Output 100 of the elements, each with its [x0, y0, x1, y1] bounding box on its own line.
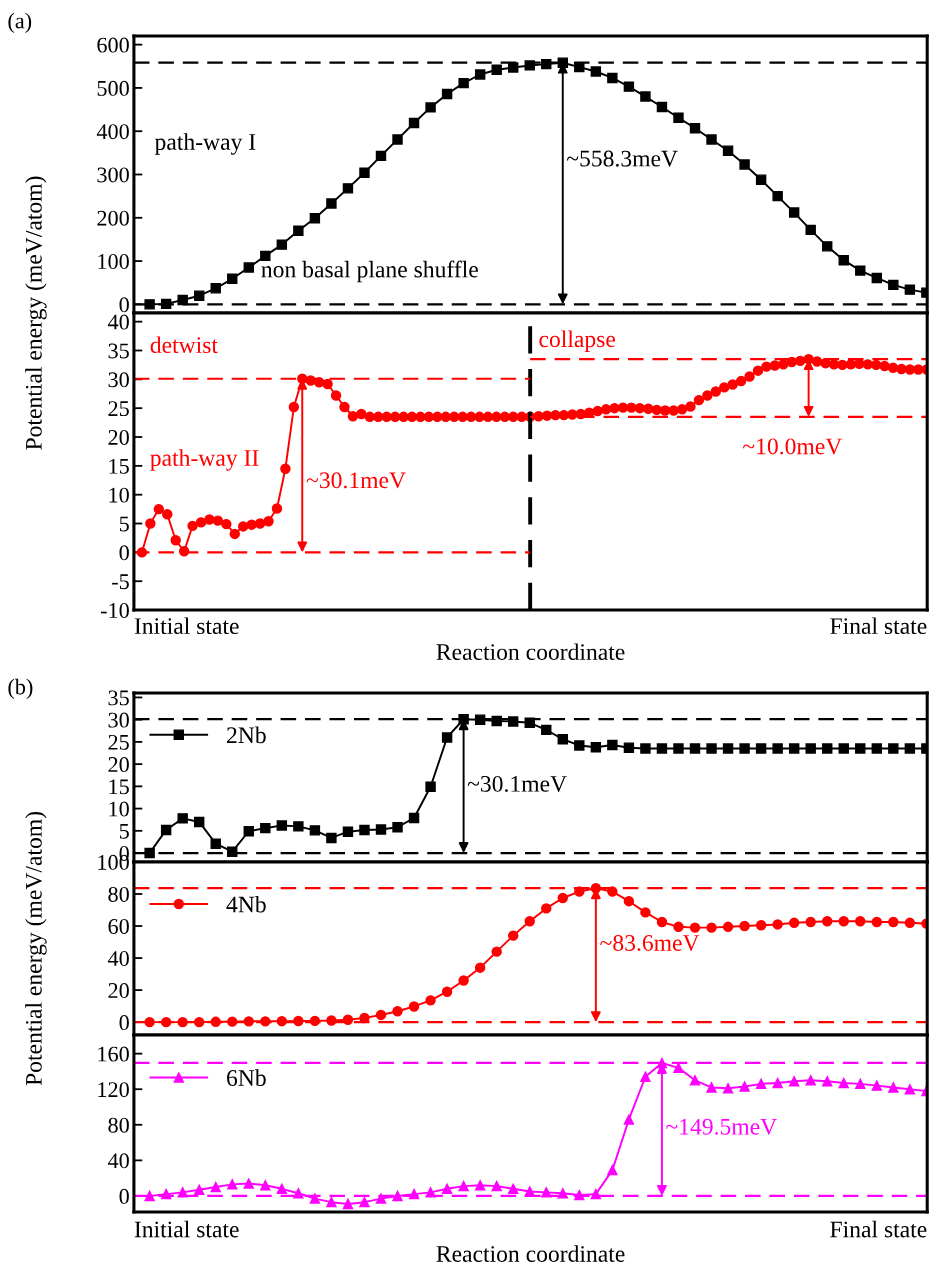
point	[689, 1075, 701, 1086]
point	[673, 743, 684, 754]
point	[607, 1164, 618, 1176]
point	[623, 742, 635, 753]
point	[706, 922, 717, 933]
y-tick-label: 25	[108, 401, 129, 417]
point	[276, 820, 288, 831]
point	[491, 715, 502, 727]
point	[491, 1180, 502, 1192]
y-tick-label: 15	[109, 458, 129, 474]
point	[623, 1114, 635, 1125]
point	[276, 1183, 288, 1195]
point	[838, 743, 849, 754]
point	[425, 1187, 436, 1198]
point	[508, 930, 519, 941]
point	[590, 742, 602, 753]
point	[722, 145, 734, 156]
point	[144, 1190, 155, 1202]
annotation: ~149.5meV	[666, 1118, 777, 1135]
point	[788, 1076, 800, 1087]
point	[755, 1078, 767, 1090]
y-tick-label: 30	[108, 712, 129, 728]
point	[722, 921, 734, 933]
point	[441, 1183, 453, 1195]
point	[557, 734, 569, 745]
point	[260, 822, 271, 834]
point	[425, 781, 436, 793]
point	[623, 895, 635, 907]
y-tick-label: 300	[97, 167, 129, 183]
y-tick-label: 40	[107, 314, 129, 330]
point	[871, 1080, 883, 1091]
point	[855, 916, 866, 927]
y-tick-label: 20	[108, 757, 129, 773]
point	[640, 907, 651, 918]
point	[491, 64, 502, 75]
point	[193, 290, 205, 301]
point	[491, 946, 502, 957]
y-tick-label: 100	[98, 253, 129, 269]
point	[458, 77, 469, 89]
y-tick-label: 10	[109, 487, 129, 503]
point	[342, 183, 354, 194]
point	[706, 134, 717, 145]
text: Initial state	[134, 617, 239, 635]
point	[805, 1075, 816, 1086]
point	[177, 294, 188, 306]
point	[855, 1078, 866, 1090]
y-tick-label: 20	[108, 429, 129, 445]
point	[227, 273, 238, 285]
point	[788, 207, 800, 218]
point	[177, 1187, 188, 1198]
point	[656, 916, 668, 928]
y-tick-label: 500	[97, 80, 129, 96]
point	[375, 1193, 387, 1204]
point	[425, 102, 436, 113]
chart-title: (b)	[8, 678, 33, 699]
point	[293, 1015, 304, 1027]
point	[640, 1071, 651, 1082]
annotation: collapse	[539, 330, 616, 352]
annotation: ~558.3meV	[566, 150, 678, 167]
point	[474, 69, 486, 80]
point	[888, 279, 899, 291]
y-tick-label: 120	[98, 1082, 129, 1098]
y-tick-label: 5	[119, 823, 129, 839]
point	[243, 1178, 254, 1189]
y-axis-title: Potential energy (meV/atom)	[25, 812, 47, 1086]
point	[276, 239, 288, 250]
point	[673, 921, 684, 933]
point	[706, 743, 717, 754]
point	[342, 826, 354, 837]
point	[408, 1001, 420, 1012]
point	[193, 1184, 205, 1195]
y-tick-label: 200	[97, 210, 129, 226]
point	[541, 1187, 552, 1198]
point	[392, 1006, 403, 1017]
point	[590, 66, 602, 77]
y-tick-label: 30	[108, 372, 129, 388]
point	[574, 740, 585, 751]
annotation: ~10.0meV	[743, 438, 843, 455]
point	[392, 134, 403, 145]
point	[541, 58, 552, 70]
point	[243, 1016, 254, 1027]
annotation: path-way II	[150, 449, 259, 471]
y-tick-label: 400	[96, 124, 129, 140]
point	[689, 743, 701, 754]
point	[822, 1076, 833, 1087]
point	[359, 824, 370, 836]
point	[441, 732, 453, 743]
point	[822, 743, 833, 754]
point	[871, 916, 883, 928]
point	[392, 1190, 403, 1202]
point	[144, 847, 155, 859]
point	[772, 190, 783, 202]
point	[607, 739, 618, 751]
point	[342, 1198, 354, 1210]
point	[822, 241, 833, 252]
annotation: ~30.1meV	[306, 472, 406, 489]
point	[656, 743, 668, 754]
point	[805, 916, 816, 928]
point	[805, 743, 816, 754]
point	[772, 1077, 783, 1089]
